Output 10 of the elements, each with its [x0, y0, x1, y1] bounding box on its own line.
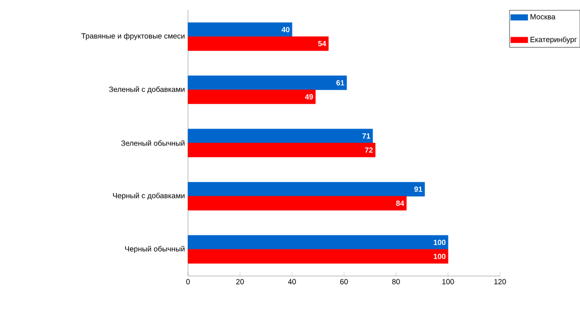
bar: [188, 90, 316, 104]
bar: [188, 128, 373, 144]
bar: [188, 76, 347, 90]
bar: [188, 22, 292, 37]
bar: [188, 36, 329, 51]
bar: [188, 235, 448, 250]
bar: [188, 249, 448, 264]
bar: [188, 196, 407, 210]
bar: [188, 142, 376, 158]
bar: [188, 182, 425, 196]
